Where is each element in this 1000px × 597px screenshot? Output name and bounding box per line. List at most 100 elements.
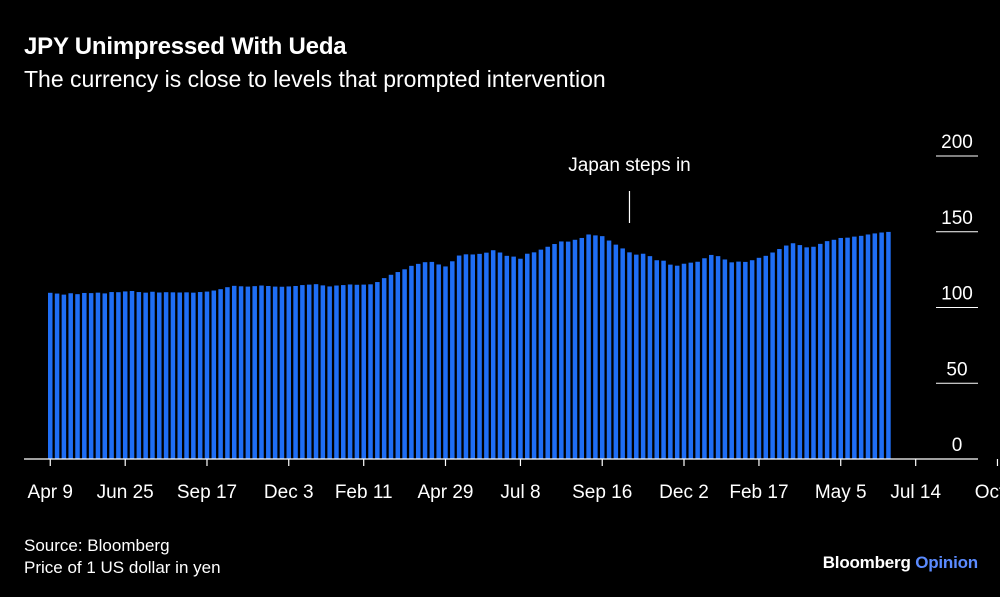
source-note: Source: Bloomberg <box>24 536 170 555</box>
bar <box>763 255 769 459</box>
bar <box>436 264 441 459</box>
bar <box>831 239 837 459</box>
bar <box>197 292 203 459</box>
bar <box>409 265 414 459</box>
bar <box>341 285 346 459</box>
bar <box>279 286 285 459</box>
bar <box>443 266 448 459</box>
bar <box>191 292 196 459</box>
bar <box>48 292 53 459</box>
bar <box>872 233 878 459</box>
bar <box>879 232 884 459</box>
x-tick-label: Feb 11 <box>335 482 393 503</box>
bar <box>572 239 578 459</box>
bar <box>490 250 496 459</box>
bar <box>525 253 530 459</box>
bar <box>552 244 557 459</box>
bar <box>743 261 748 459</box>
y-tick-label-0: 0 <box>952 435 963 456</box>
bar <box>838 237 843 459</box>
bar <box>170 292 176 459</box>
bar <box>702 258 707 459</box>
bar <box>157 292 162 459</box>
bar <box>756 257 762 459</box>
bar <box>361 284 366 459</box>
bar <box>599 236 605 459</box>
x-tick-label: Sep 17 <box>177 482 237 503</box>
bar <box>122 291 128 459</box>
bar <box>266 285 271 459</box>
bar <box>783 245 789 459</box>
bar <box>82 292 87 459</box>
bar <box>613 244 619 459</box>
x-tick-label: Oct 2 <box>975 482 1000 503</box>
bar <box>347 284 353 459</box>
chart-title: JPY Unimpressed With Ueda <box>24 33 347 60</box>
bar <box>504 255 510 459</box>
bar <box>811 246 816 459</box>
bar <box>579 237 585 459</box>
bar <box>293 285 298 459</box>
bar <box>804 247 809 459</box>
x-tick-label: Apr 9 <box>28 482 73 503</box>
bar <box>695 261 700 459</box>
bar <box>722 259 728 459</box>
annotation-label: Japan steps in <box>568 155 691 176</box>
bar <box>858 235 864 459</box>
x-tick-label: May 5 <box>815 482 867 503</box>
bar <box>681 263 687 459</box>
bar <box>484 252 489 459</box>
brand-name: Bloomberg <box>822 553 911 572</box>
bar <box>415 263 421 459</box>
bar <box>143 292 148 459</box>
bar <box>184 292 189 459</box>
bar <box>334 285 339 459</box>
bar <box>354 284 360 459</box>
bar <box>54 293 60 459</box>
bar <box>313 284 319 459</box>
bar <box>627 252 632 459</box>
bar <box>320 285 326 459</box>
bar <box>102 293 108 459</box>
bar <box>150 291 155 459</box>
bar <box>225 287 230 459</box>
x-tick-label: Jun 25 <box>97 482 154 503</box>
y-tick-label-200: 200 <box>941 132 973 153</box>
x-tick-label: Jul 14 <box>890 482 941 503</box>
bar <box>729 262 734 459</box>
bar <box>606 240 612 459</box>
bar <box>470 254 475 459</box>
bar <box>422 262 428 459</box>
bar <box>252 286 257 459</box>
bar <box>545 246 550 459</box>
bar <box>538 249 544 459</box>
bar <box>429 261 435 459</box>
bar <box>95 292 101 459</box>
bar <box>75 294 80 459</box>
bar <box>688 262 694 459</box>
bar <box>640 253 646 459</box>
bar <box>61 294 67 459</box>
x-tick-label: Jul 8 <box>500 482 540 503</box>
bar <box>749 260 755 459</box>
bar <box>620 248 625 459</box>
bar <box>109 292 114 459</box>
bar <box>456 255 462 459</box>
bar <box>136 292 142 459</box>
y-tick-label-100: 100 <box>941 284 973 305</box>
bar <box>497 252 503 459</box>
bar <box>865 234 871 459</box>
bar <box>300 285 305 459</box>
bar <box>211 290 217 459</box>
bar <box>381 278 387 459</box>
x-tick-label: Apr 29 <box>417 482 473 503</box>
bar <box>647 256 653 459</box>
bar <box>402 269 407 459</box>
brand-logo: Bloomberg Opinion <box>823 553 978 573</box>
bar <box>586 234 591 459</box>
bar <box>375 282 380 459</box>
bar <box>388 274 394 459</box>
x-tick-label: Dec 3 <box>264 482 314 503</box>
bar <box>245 286 251 459</box>
bar <box>368 284 373 459</box>
